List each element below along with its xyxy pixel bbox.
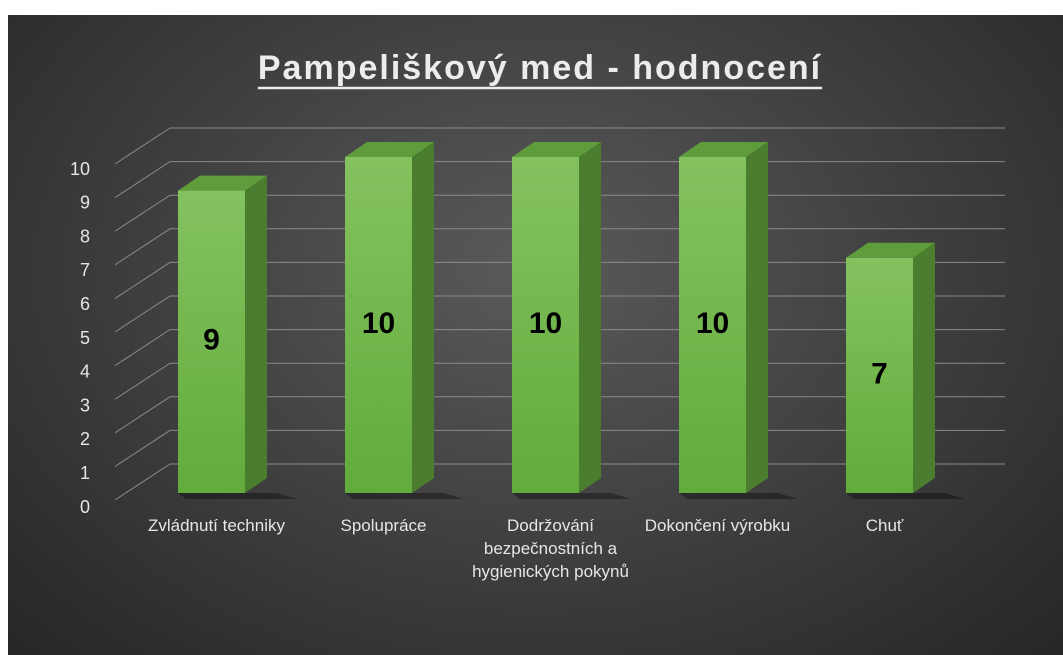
x-tick-label: Dokončení výrobku	[644, 516, 791, 535]
y-tick-label: 3	[80, 395, 90, 415]
y-tick-label: 2	[80, 429, 90, 449]
data-label: 7	[871, 357, 888, 390]
bar-shadow	[512, 493, 631, 499]
y-tick-label: 5	[80, 328, 90, 348]
bar	[178, 190, 245, 493]
bar	[679, 157, 746, 493]
y-tick-label: 10	[70, 159, 90, 179]
bar	[846, 257, 913, 493]
bar-side	[579, 142, 601, 493]
bar-top	[679, 142, 768, 157]
bar-shadow	[178, 493, 297, 499]
data-label: 10	[696, 307, 729, 340]
y-tick-label: 0	[80, 497, 90, 517]
chart-title: Pampeliškový med - hodnocení	[258, 49, 822, 87]
x-tick-label: Zvládnutí techniky	[147, 516, 285, 535]
bar-top	[178, 175, 267, 191]
bar-side	[245, 175, 267, 493]
x-tick-label: Dodržování bezpečnostních a hygienických…	[472, 516, 629, 581]
bar-shadow	[679, 493, 798, 499]
bar-side	[746, 142, 768, 493]
bar-side	[913, 242, 935, 493]
bar-top	[846, 242, 935, 258]
data-label: 10	[362, 307, 395, 340]
chart-area: Pampeliškový med - hodnocení 0 1 2 3 4 5 6 7 8 9 1…	[8, 15, 1063, 655]
bar-shadow	[345, 493, 464, 499]
data-label: 10	[529, 307, 562, 340]
y-tick-label: 6	[80, 294, 90, 314]
data-label: 9	[203, 324, 220, 357]
x-tick-label: Spolupráce	[340, 516, 427, 535]
bar-side	[412, 142, 434, 493]
bar-top	[345, 142, 434, 157]
y-tick-label: 1	[80, 463, 90, 483]
bar-shadow	[846, 493, 965, 499]
bar	[512, 157, 579, 493]
bar-top	[512, 142, 601, 157]
y-tick-label: 4	[80, 362, 90, 382]
chart: Pampeliškový med - hodnocení 0 1 2 3 4 5 6 7 8 9 1…	[70, 49, 1005, 517]
y-tick-label: 8	[80, 226, 90, 246]
bar	[345, 157, 412, 493]
y-tick-label: 7	[80, 260, 90, 280]
y-tick-label: 9	[80, 193, 90, 213]
grid-line	[114, 127, 1005, 165]
x-tick-label: Chuť	[865, 516, 904, 535]
